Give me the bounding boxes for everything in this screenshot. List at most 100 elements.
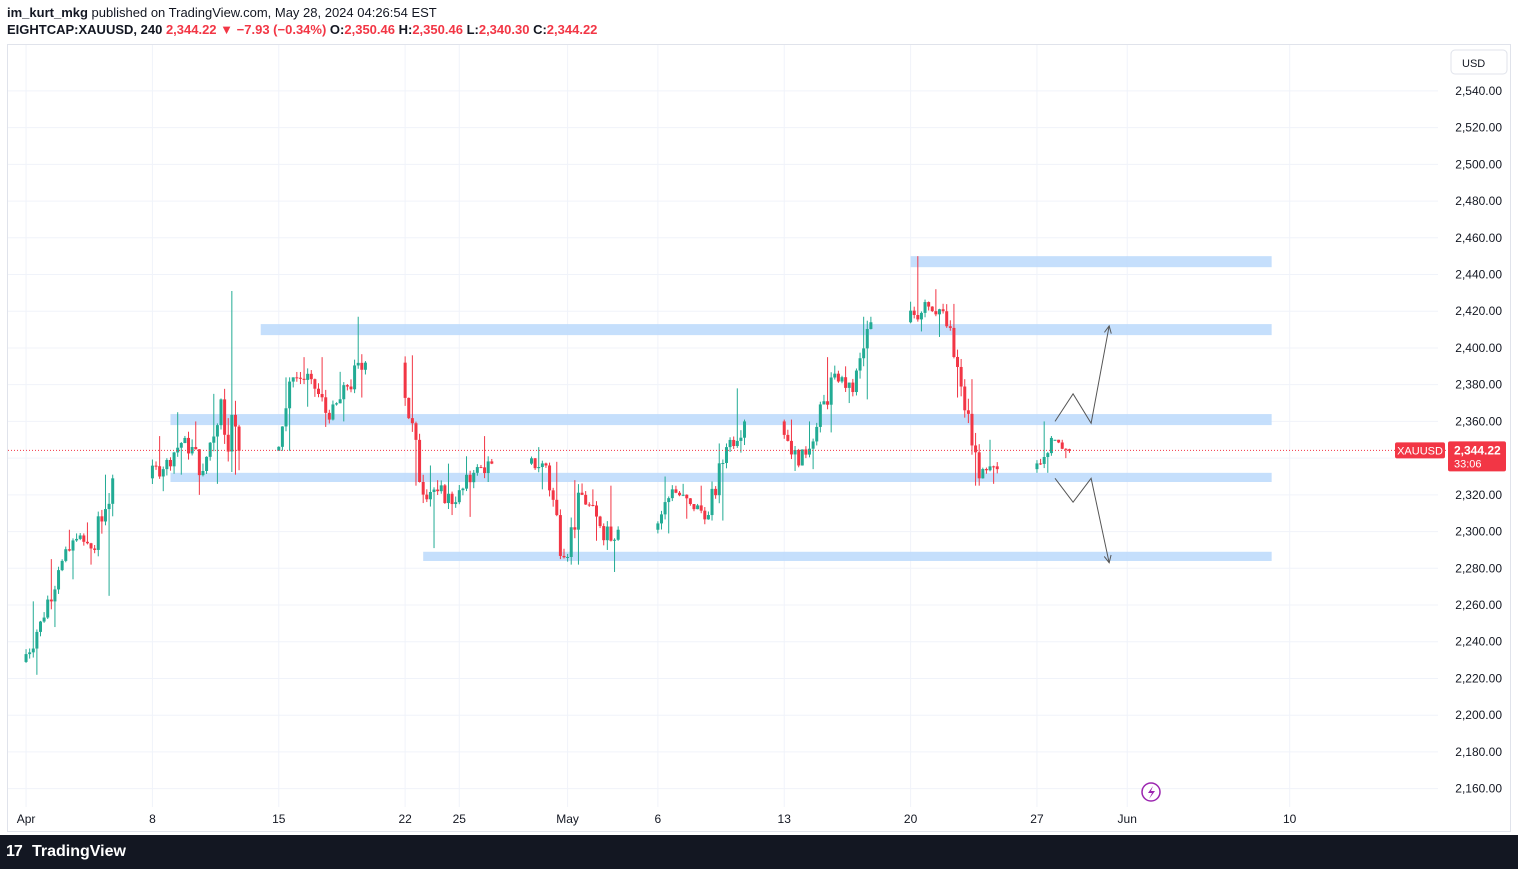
candle-body	[1060, 442, 1064, 449]
candle-body	[67, 549, 71, 551]
candle-body	[844, 377, 848, 388]
candle-body	[952, 327, 956, 357]
x-tick-label: 15	[272, 812, 286, 826]
candle-body	[569, 527, 573, 557]
candle-body	[212, 436, 216, 443]
candle-body	[934, 311, 938, 315]
level-zone	[260, 324, 1272, 336]
candle-body	[483, 467, 487, 474]
candle-body	[941, 309, 945, 312]
candle-body	[172, 452, 176, 467]
candle-body	[945, 311, 949, 327]
candle-body	[345, 385, 349, 387]
candle-body	[836, 373, 840, 382]
candle-body	[948, 326, 952, 328]
candle-body	[439, 485, 443, 492]
candle-body	[446, 493, 450, 504]
candle-body	[302, 378, 306, 380]
x-tick-label: May	[556, 812, 579, 826]
candle-body	[782, 421, 786, 435]
candle-body	[833, 373, 837, 378]
x-tick-label: 22	[398, 812, 412, 826]
candle-body	[548, 465, 552, 491]
candle-body	[555, 499, 559, 516]
candle-body	[594, 505, 598, 517]
price-axis[interactable]: 2,160.00 2,180.00 2,200.00 2,220.00 2,240.00…	[1448, 84, 1506, 796]
symbol-label[interactable]: EIGHTCAP:XAUUSD, 240	[7, 22, 163, 37]
candle-body	[937, 309, 941, 315]
tradingview-logo-icon: 17	[6, 843, 23, 860]
projections	[1054, 324, 1112, 564]
candle-body	[981, 469, 985, 479]
candle-body	[685, 494, 689, 499]
lightning-icon[interactable]	[1141, 782, 1161, 802]
x-tick-label: 27	[1030, 812, 1044, 826]
y-tick-label: 2,360.00	[1455, 414, 1502, 428]
candle-body	[688, 498, 692, 505]
zones	[170, 256, 1272, 561]
currency-button[interactable]: USD	[1450, 49, 1508, 75]
candle-body	[457, 490, 461, 503]
candle-body	[1053, 439, 1057, 441]
candle-body	[277, 446, 281, 451]
arrow-up-icon	[1104, 324, 1112, 334]
candle-body	[338, 399, 342, 404]
x-tick-label: 8	[149, 812, 156, 826]
candle-body	[479, 467, 483, 469]
candle-body	[46, 599, 50, 618]
candle-body	[461, 488, 465, 491]
candle-body	[183, 437, 187, 444]
candle-body	[815, 426, 819, 442]
candle-body	[237, 426, 241, 451]
projection-up-path	[1054, 325, 1110, 425]
candle-body	[566, 556, 570, 558]
publish-date: published on TradingView.com, May 28, 20…	[91, 5, 437, 20]
candle-body	[428, 491, 432, 500]
candle-body	[353, 365, 357, 390]
x-tick-label: 25	[453, 812, 467, 826]
candle-body	[407, 397, 411, 419]
time-axis[interactable]: Apr 8 15 22 25 May 6 13 20 27 Jun 10	[17, 812, 1297, 826]
author-name[interactable]: im_kurt_mkg	[7, 5, 88, 20]
candle-body	[75, 538, 79, 541]
candle-body	[977, 452, 981, 479]
candle-body	[418, 439, 422, 483]
candle-body	[970, 413, 974, 446]
chart-area[interactable]: XAUUSD 2,160.00 2,180.00 2,200.00 2,220.00 2…	[7, 44, 1511, 832]
candle-body	[349, 386, 353, 390]
candle-body	[743, 421, 747, 438]
level-zone	[170, 472, 1272, 483]
candle-body	[49, 599, 53, 602]
candle-body	[818, 404, 822, 427]
chart-header: im_kurt_mkg published on TradingView.com…	[0, 0, 1518, 44]
candle-body	[223, 399, 227, 435]
candle-body	[703, 510, 707, 520]
candle-body	[306, 373, 310, 380]
y-tick-label: 2,240.00	[1455, 635, 1502, 649]
candle-body	[663, 502, 667, 515]
candle-body	[179, 443, 183, 448]
candle-body	[598, 516, 602, 527]
candle-body	[584, 494, 588, 505]
candle-body	[721, 463, 725, 465]
candle-body	[197, 449, 201, 476]
arrow-down-icon	[1103, 554, 1112, 564]
candle-body	[988, 466, 992, 471]
candle-body	[208, 442, 212, 457]
candle-body	[233, 414, 237, 427]
y-tick-label: 2,160.00	[1455, 782, 1502, 796]
candle-body	[966, 410, 970, 414]
tradingview-logo[interactable]: 17 TradingView	[6, 843, 126, 861]
candle-body	[558, 515, 562, 556]
candle-body	[475, 467, 479, 473]
price-chart[interactable]: XAUUSD 2,160.002,180.002,200.002,220.002…	[8, 45, 1510, 831]
candle-body	[1067, 449, 1071, 451]
candles	[24, 256, 1071, 675]
candle-body	[789, 440, 793, 455]
publish-info: im_kurt_mkg published on TradingView.com…	[7, 5, 437, 20]
candle-body	[443, 485, 447, 504]
candle-body	[732, 439, 736, 447]
y-tick-label: 2,460.00	[1455, 231, 1502, 245]
candle-body	[154, 465, 158, 467]
candle-body	[667, 498, 671, 503]
